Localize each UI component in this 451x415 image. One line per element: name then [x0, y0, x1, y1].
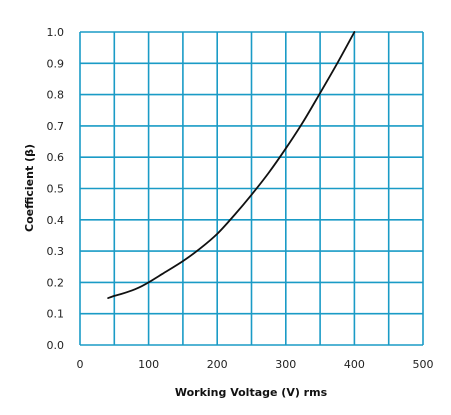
y-tick-label: 0.7	[47, 120, 65, 133]
x-tick-labels: 0 100 200 300 400 500	[77, 358, 434, 371]
x-tick-label: 300	[275, 358, 296, 371]
y-tick-label: 0.9	[47, 57, 65, 70]
y-tick-label: 0.0	[47, 339, 65, 352]
y-tick-label: 0.4	[47, 214, 65, 227]
grid	[79, 31, 424, 346]
y-tick-label: 0.3	[47, 245, 65, 258]
x-tick-label: 400	[344, 358, 365, 371]
y-tick-label: 1.0	[47, 26, 65, 39]
x-axis-label: Working Voltage (V) rms	[175, 386, 328, 399]
series-group	[107, 31, 356, 299]
x-tick-label: 100	[138, 358, 159, 371]
x-tick-label: 200	[207, 358, 228, 371]
y-axis-label: Coefficient (β)	[23, 144, 36, 232]
x-tick-label: 0	[77, 358, 84, 371]
y-tick-label: 0.2	[47, 276, 65, 289]
series-line	[107, 31, 356, 299]
y-tick-labels: 0.0 0.1 0.2 0.3 0.4 0.5 0.6 0.7 0.8 0.9 1.0	[47, 26, 65, 352]
y-tick-label: 0.1	[47, 308, 65, 321]
x-tick-label: 500	[413, 358, 434, 371]
y-tick-label: 0.8	[47, 89, 65, 102]
y-tick-label: 0.5	[47, 183, 65, 196]
y-tick-label: 0.6	[47, 151, 65, 164]
